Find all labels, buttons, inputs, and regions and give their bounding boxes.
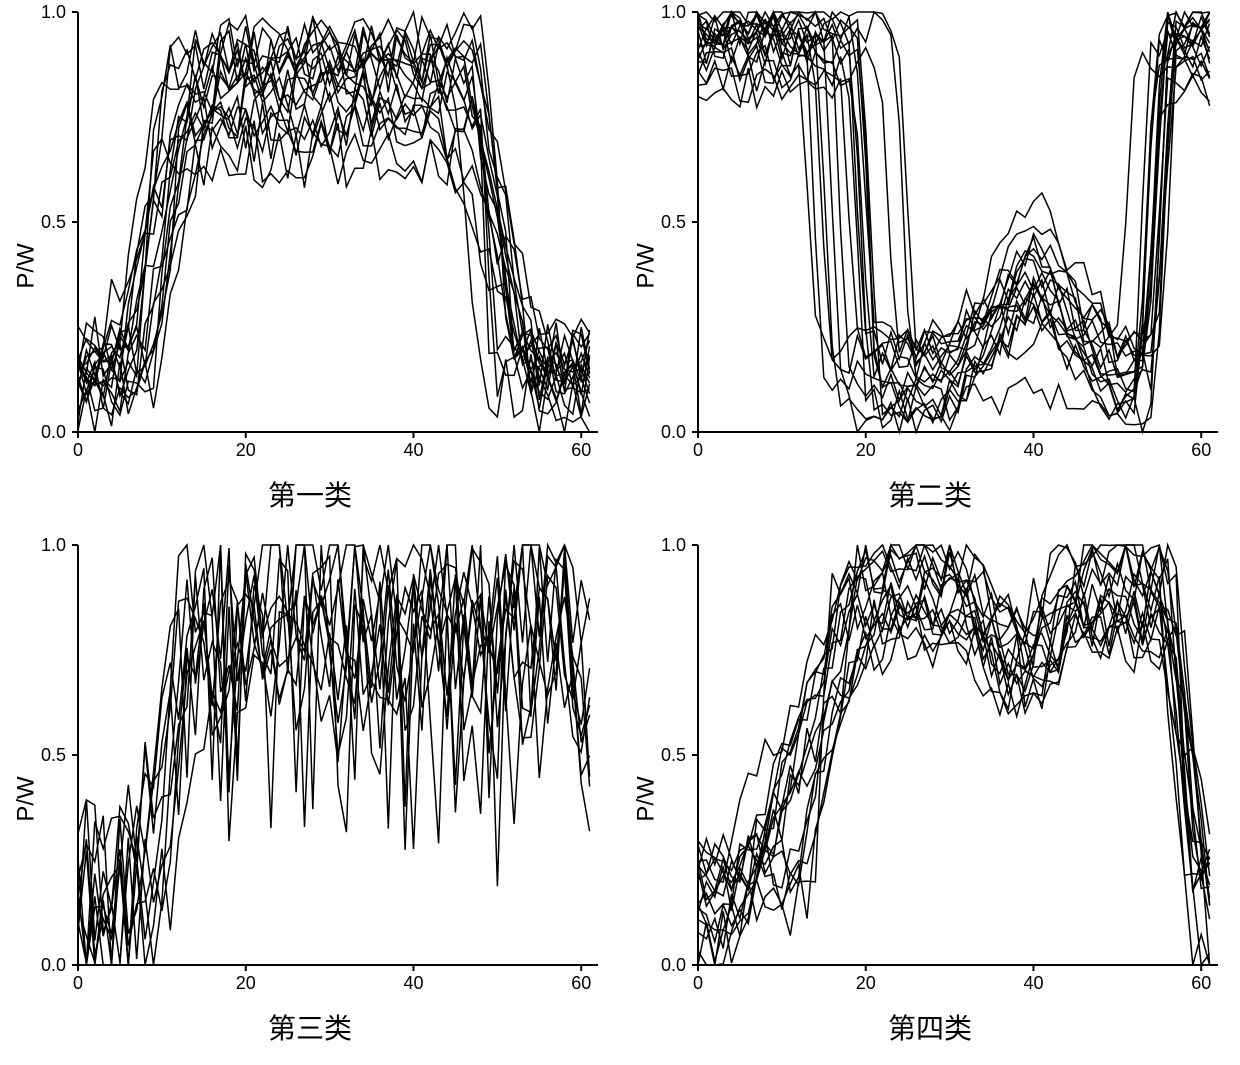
svg-text:0.5: 0.5	[661, 745, 686, 765]
svg-text:60: 60	[571, 440, 591, 460]
ylabel-4: P/W	[633, 776, 661, 821]
chart-grid: P/W 02040600.00.51.0 第一类 P/W 02040600.00…	[0, 0, 1240, 1065]
svg-text:40: 40	[403, 973, 423, 993]
panel-1: P/W 0 20 40 60 0.0 0.5 1.0 第一类	[0, 0, 620, 533]
svg-text:20: 20	[856, 440, 876, 460]
svg-text:0.0: 0.0	[41, 422, 66, 442]
svg-text:0: 0	[693, 440, 703, 460]
svg-text:20: 20	[856, 973, 876, 993]
svg-text:20: 20	[236, 973, 256, 993]
svg-text:0: 0	[73, 973, 83, 993]
panel-3: P/W 0 20 40 60 0.0 0.5 1.0 第三类	[0, 533, 620, 1065]
panel-title-1: 第一类	[268, 474, 352, 514]
svg-text:40: 40	[1023, 440, 1043, 460]
svg-text:0: 0	[693, 973, 703, 993]
svg-text:60: 60	[1191, 440, 1211, 460]
ylabel-2: P/W	[633, 244, 661, 289]
svg-text:1.0: 1.0	[661, 2, 686, 22]
svg-text:0: 0	[73, 440, 83, 460]
svg-text:40: 40	[1023, 973, 1043, 993]
chart-svg-4: 0 20 40 60 0.0 0.5 1.0	[630, 533, 1230, 1003]
ylabel-3: P/W	[13, 776, 41, 821]
chart-svg-1: 0 20 40 60 0.0 0.5 1.0	[10, 0, 610, 470]
panel-title-3: 第三类	[268, 1007, 352, 1047]
svg-text:0.0: 0.0	[661, 955, 686, 975]
svg-text:1.0: 1.0	[41, 535, 66, 555]
panel-2: P/W 0 20 40 60 0.0 0.5 1.0 第二类	[620, 0, 1240, 533]
ylabel-1: P/W	[13, 244, 41, 289]
svg-text:0.5: 0.5	[661, 212, 686, 232]
svg-text:0.0: 0.0	[41, 955, 66, 975]
panel-4: P/W 0 20 40 60 0.0 0.5 1.0 第四类	[620, 533, 1240, 1065]
svg-text:0.5: 0.5	[41, 212, 66, 232]
panel-title-4: 第四类	[888, 1007, 972, 1047]
svg-text:60: 60	[571, 973, 591, 993]
svg-text:40: 40	[403, 440, 423, 460]
svg-text:60: 60	[1191, 973, 1211, 993]
chart-svg-2: 0 20 40 60 0.0 0.5 1.0	[630, 0, 1230, 470]
svg-text:20: 20	[236, 440, 256, 460]
chart-svg-3: 0 20 40 60 0.0 0.5 1.0	[10, 533, 610, 1003]
svg-text:0.5: 0.5	[41, 745, 66, 765]
svg-text:0.0: 0.0	[661, 422, 686, 442]
panel-title-2: 第二类	[888, 474, 972, 514]
svg-text:1.0: 1.0	[661, 535, 686, 555]
svg-text:1.0: 1.0	[41, 2, 66, 22]
